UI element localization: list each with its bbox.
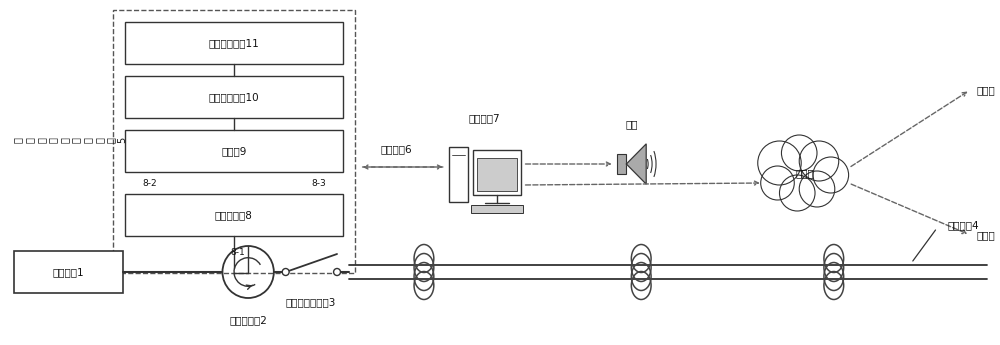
Text: 8-3: 8-3	[311, 178, 326, 187]
Bar	[14, 251, 123, 293]
Bar	[477, 158, 517, 191]
Circle shape	[761, 166, 794, 200]
Text: 互联网: 互联网	[796, 168, 815, 178]
Text: 多路光开关阵列3: 多路光开关阵列3	[285, 297, 336, 307]
Text: 客户端: 客户端	[977, 230, 996, 240]
Circle shape	[282, 268, 289, 276]
Text: 传输光缆6: 传输光缆6	[380, 144, 412, 154]
Bar	[617, 154, 626, 174]
Text: 时间记录模块10: 时间记录模块10	[209, 92, 259, 102]
Text: 光纤环形器2: 光纤环形器2	[229, 315, 267, 325]
Text: 探测器9: 探测器9	[221, 146, 247, 156]
Bar	[125, 130, 343, 172]
Text: 激光光源1: 激光光源1	[53, 267, 84, 277]
Bar	[125, 194, 343, 236]
Text: 传感光纤4: 传感光纤4	[947, 220, 979, 230]
Circle shape	[779, 175, 815, 211]
Circle shape	[799, 141, 839, 181]
Circle shape	[758, 141, 801, 185]
Text: 信号处理模块11: 信号处理模块11	[208, 38, 259, 48]
Bar	[473, 150, 521, 195]
Circle shape	[334, 268, 340, 276]
Text: 客户端: 客户端	[977, 85, 996, 95]
Bar	[125, 22, 343, 64]
Text: 信
号
采
集
与
处
理
模
块
5: 信 号 采 集 与 处 理 模 块 5	[13, 137, 128, 143]
Circle shape	[799, 171, 835, 207]
Bar	[471, 205, 523, 213]
Bar	[113, 10, 355, 273]
Bar	[449, 147, 468, 202]
Text: 8-2: 8-2	[142, 178, 157, 187]
Bar	[125, 76, 343, 118]
Text: 波分复用器8: 波分复用器8	[215, 210, 253, 220]
Text: 8-1: 8-1	[230, 247, 245, 256]
Text: 监测主机7: 监测主机7	[469, 113, 500, 123]
Polygon shape	[626, 144, 646, 184]
Text: 报警: 报警	[625, 119, 638, 129]
Circle shape	[781, 135, 817, 171]
Circle shape	[813, 157, 849, 193]
